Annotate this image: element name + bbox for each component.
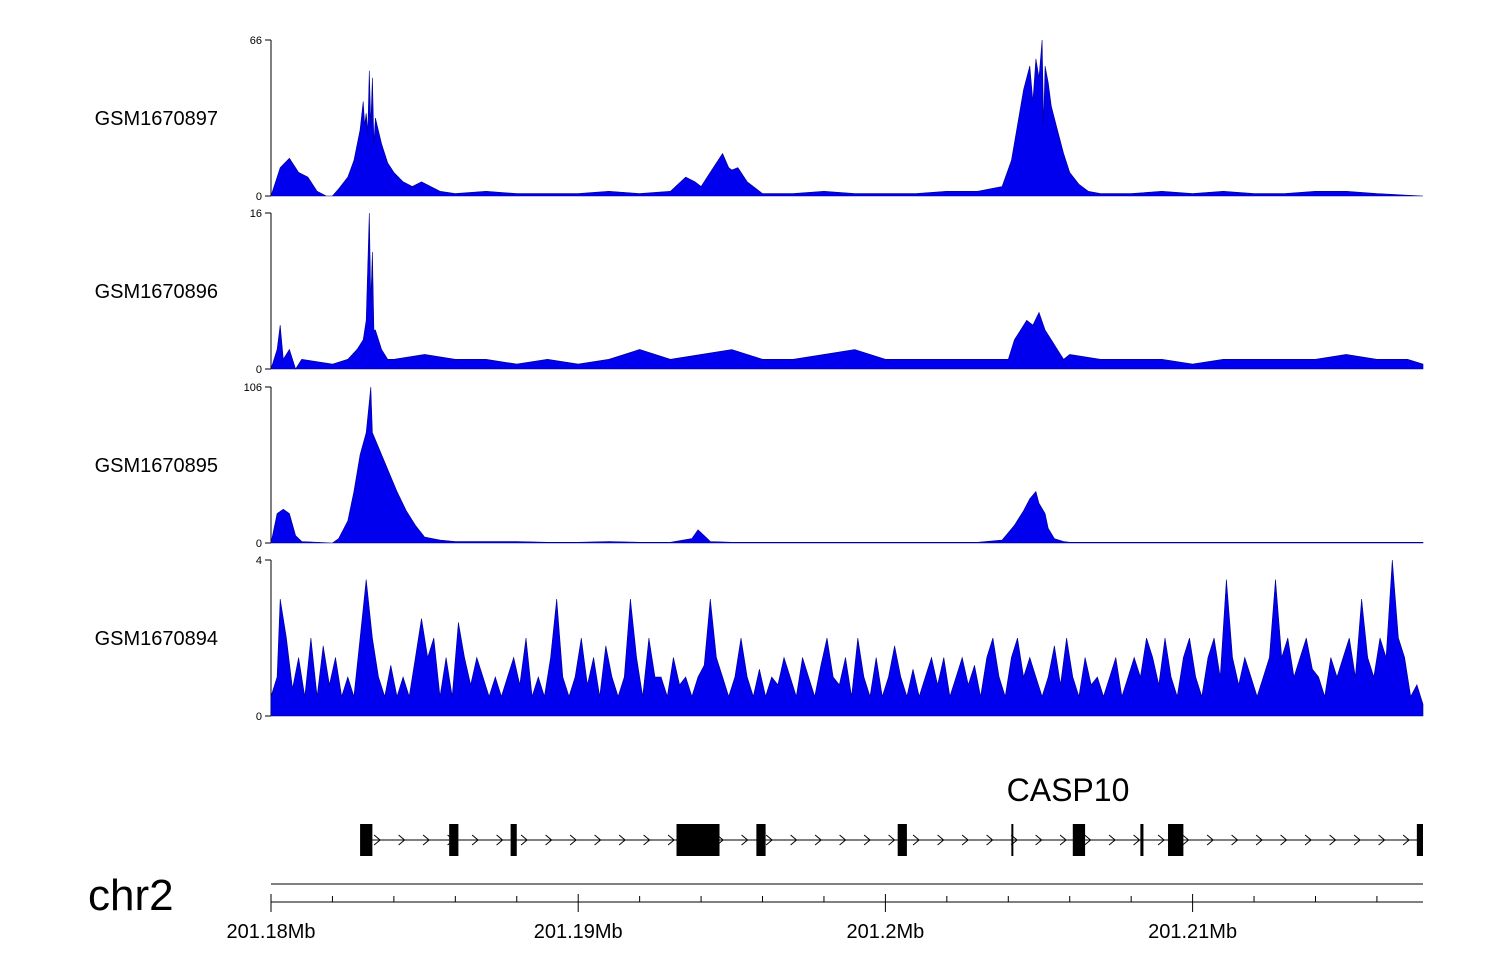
track-GSM1670895: GSM1670895 106 0 bbox=[95, 382, 1424, 550]
strand-arrow bbox=[1329, 834, 1337, 846]
strand-arrow bbox=[741, 834, 749, 846]
y-min-label: 0 bbox=[256, 711, 262, 723]
y-max-label: 106 bbox=[244, 382, 262, 394]
strand-arrow bbox=[1133, 834, 1141, 846]
coverage-area bbox=[270, 212, 1424, 370]
strand-arrow bbox=[1402, 834, 1410, 846]
exon-6 bbox=[897, 824, 907, 856]
strand-arrow bbox=[496, 834, 504, 846]
exon-9 bbox=[1140, 824, 1144, 856]
exon-11 bbox=[1416, 824, 1423, 856]
gene-track: CASP10 bbox=[360, 772, 1423, 856]
track-label: GSM1670897 bbox=[95, 108, 218, 130]
exon-2 bbox=[449, 824, 459, 856]
exon-3 bbox=[510, 824, 517, 856]
y-min-label: 0 bbox=[256, 364, 262, 376]
exon-4 bbox=[676, 824, 720, 856]
strand-arrow bbox=[471, 834, 479, 846]
x-tick-label: 201.2Mb bbox=[846, 921, 924, 943]
exon-10 bbox=[1168, 824, 1184, 856]
strand-arrow bbox=[643, 834, 651, 846]
x-tick-label: 201.21Mb bbox=[1148, 921, 1237, 943]
strand-arrow bbox=[986, 834, 994, 846]
track-GSM1670896: GSM1670896 16 0 bbox=[95, 208, 1424, 376]
y-max-label: 4 bbox=[256, 555, 262, 567]
strand-arrow bbox=[1182, 834, 1190, 846]
strand-arrow bbox=[1280, 834, 1288, 846]
strand-arrow bbox=[863, 834, 871, 846]
coverage-area bbox=[270, 39, 1424, 197]
strand-arrow bbox=[814, 834, 822, 846]
strand-arrow bbox=[594, 834, 602, 846]
track-GSM1670897: GSM1670897 66 0 bbox=[95, 35, 1424, 203]
strand-arrow bbox=[398, 834, 406, 846]
strand-arrow bbox=[545, 834, 553, 846]
exon-5 bbox=[756, 824, 766, 856]
strand-arrow bbox=[1378, 834, 1386, 846]
track-label: GSM1670896 bbox=[95, 281, 218, 303]
y-max-label: 16 bbox=[250, 208, 262, 220]
gene-label: CASP10 bbox=[1007, 772, 1130, 808]
x-tick-label: 201.19Mb bbox=[534, 921, 623, 943]
y-min-label: 0 bbox=[256, 191, 262, 203]
strand-arrow bbox=[912, 834, 920, 846]
chromosome-label: chr2 bbox=[88, 871, 174, 920]
coverage-area bbox=[270, 559, 1424, 717]
strand-arrow bbox=[1255, 834, 1263, 846]
strand-arrow bbox=[569, 834, 577, 846]
strand-arrow bbox=[1084, 834, 1092, 846]
coverage-tracks: GSM1670897 66 0 GSM1670896 16 0 GSM1670895 106 0… bbox=[95, 35, 1424, 723]
exon-8 bbox=[1072, 824, 1086, 856]
strand-arrow bbox=[790, 834, 798, 846]
coverage-area bbox=[270, 386, 1424, 544]
genome-axis: chr2 201.18Mb 201.19Mb 201.2Mb 201.21Mb bbox=[88, 871, 1423, 943]
strand-arrow bbox=[937, 834, 945, 846]
strand-arrow bbox=[1206, 834, 1214, 846]
strand-arrow bbox=[1059, 834, 1067, 846]
track-label: GSM1670894 bbox=[95, 628, 218, 650]
strand-arrow bbox=[1108, 834, 1116, 846]
gene-model bbox=[360, 824, 1423, 856]
x-axis: 201.18Mb 201.19Mb 201.2Mb 201.21Mb bbox=[227, 883, 1423, 943]
y-max-label: 66 bbox=[250, 35, 262, 47]
strand-arrow bbox=[1231, 834, 1239, 846]
strand-arrow bbox=[1304, 834, 1312, 846]
x-tick-label: 201.18Mb bbox=[227, 921, 316, 943]
strand-arrow bbox=[373, 834, 381, 846]
exon-1 bbox=[360, 824, 373, 856]
strand-arrow bbox=[839, 834, 847, 846]
track-label: GSM1670895 bbox=[95, 455, 218, 477]
strand-arrow bbox=[888, 834, 896, 846]
strand-arrow bbox=[618, 834, 626, 846]
track-GSM1670894: GSM1670894 4 0 bbox=[95, 555, 1424, 723]
strand-arrow bbox=[667, 834, 675, 846]
strand-arrow bbox=[1157, 834, 1165, 846]
exon-7 bbox=[1011, 824, 1014, 856]
y-min-label: 0 bbox=[256, 538, 262, 550]
strand-arrow bbox=[1353, 834, 1361, 846]
strand-arrow bbox=[422, 834, 430, 846]
strand-arrow bbox=[961, 834, 969, 846]
strand-arrow bbox=[1035, 834, 1043, 846]
strand-arrow bbox=[765, 834, 773, 846]
strand-arrow bbox=[520, 834, 528, 846]
